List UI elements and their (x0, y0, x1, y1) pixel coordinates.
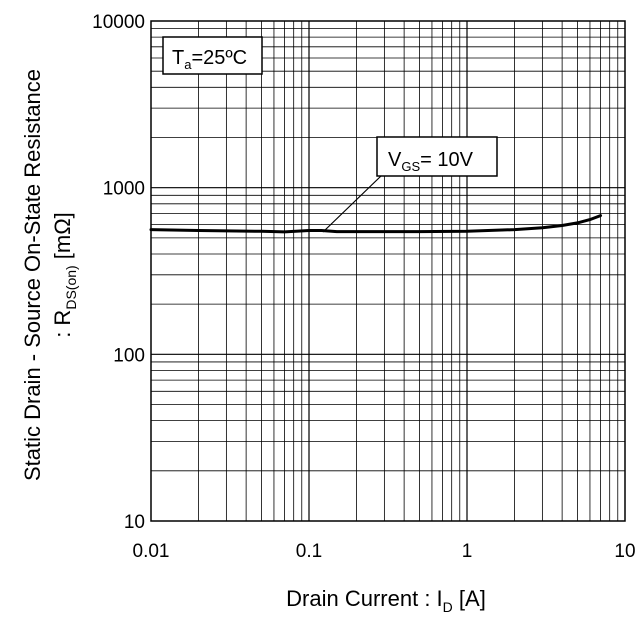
series-label-box (376, 136, 498, 177)
y-tick-labels: 10 100 1000 10000 (92, 12, 145, 533)
series-line (149, 214, 602, 234)
condition-label: Ta=25ºC (172, 47, 247, 72)
y-tick-label: 1000 (103, 179, 145, 200)
x-tick-label: 0.01 (133, 541, 170, 562)
y-tick-label: 10 (124, 512, 145, 533)
y-axis-title-line2: : RDS(on) [mΩ] (50, 212, 79, 338)
x-tick-label: 1 (462, 541, 473, 562)
series-label-leader (322, 175, 382, 233)
x-tick-labels: 0.01 0.1 1 10 (133, 541, 636, 562)
y-tick-label: 10000 (92, 12, 145, 33)
x-axis-title: Drain Current : ID [A] (286, 586, 486, 615)
chart-grid (151, 21, 625, 521)
x-tick-label: 0.1 (296, 541, 322, 562)
plot-frame (150, 20, 626, 522)
x-tick-label: 10 (614, 541, 635, 562)
condition-box (162, 36, 263, 75)
y-axis-title-line1: Static Drain - Source On-State Resistanc… (20, 69, 45, 481)
y-tick-label: 100 (113, 345, 145, 366)
series-label: VGS= 10V (388, 149, 474, 174)
series-layer (149, 214, 602, 234)
